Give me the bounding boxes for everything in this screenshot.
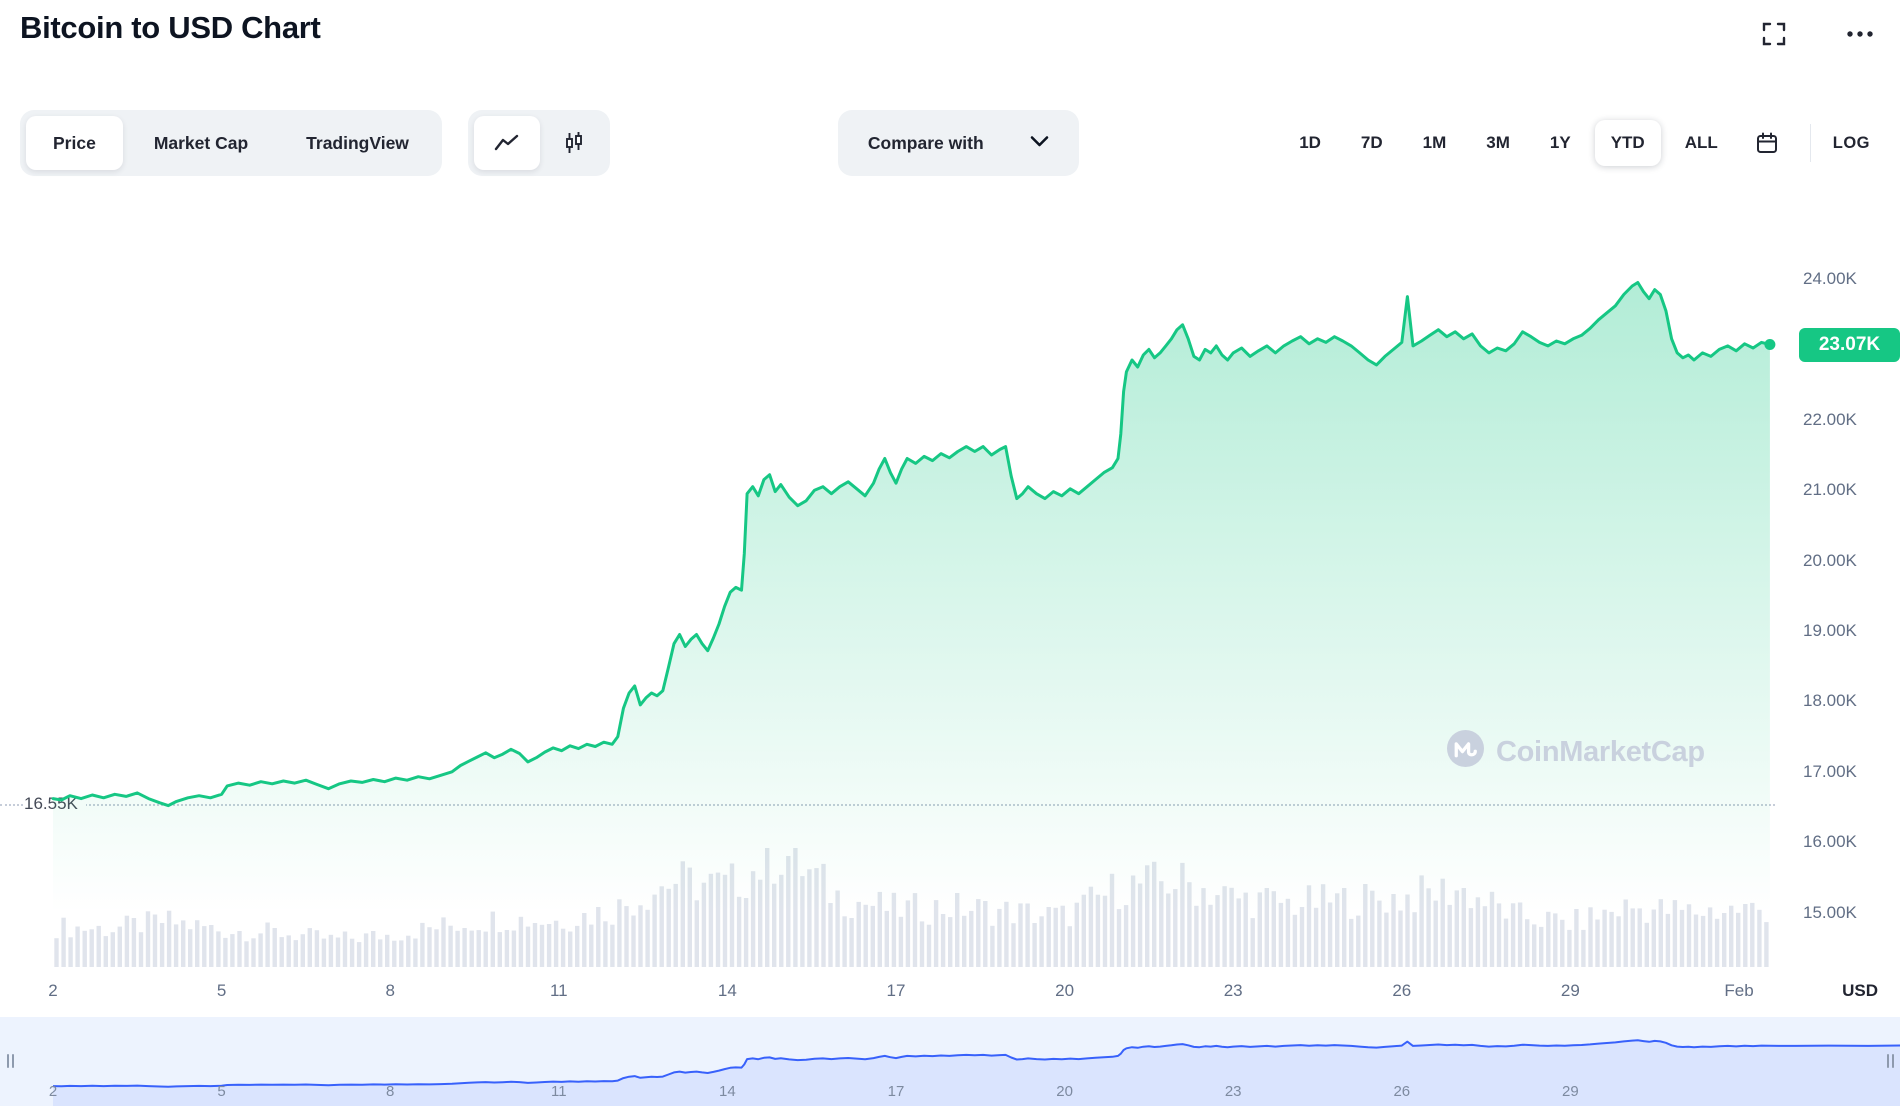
y-axis-tick-label: 24.00K [1803,269,1857,288]
y-axis-tick-label: 15.00K [1803,902,1857,922]
candlestick-chart-icon[interactable] [544,116,604,170]
last-price-badge: 23.07K [1799,327,1900,362]
tab-market-cap[interactable]: Market Cap [153,132,249,153]
chevron-down-icon [1030,134,1049,152]
range-ytd[interactable]: YTD [1594,120,1661,166]
tab-tradingview[interactable]: TradingView [306,132,409,153]
navigator-tick-label: 29 [1562,1083,1579,1100]
x-axis-tick-label: 5 [216,981,227,1000]
header: Bitcoin to USD Chart [20,10,1874,48]
watermark-text: CoinMarketCap [1496,736,1705,768]
compare-with-label: Compare with [867,132,984,153]
x-axis-labels: USD 2 5 8 11 14 17 20 23 26 29 Feb [0,978,1900,1008]
navigator-area-fill [53,1040,1900,1106]
navigator-line [52,1039,1900,1088]
chart-toolbar: Price Market Cap TradingView Compare wit… [20,110,1874,176]
price-chart[interactable] [0,238,1900,1008]
y-axis-tick-label: 21.00K [1803,480,1857,500]
price-line [51,281,1772,808]
price-chart-area: 16.55K CoinMarketCap 24.00K 22.00K 21.00K 2… [0,238,1900,1008]
navigator-chart[interactable] [0,1017,1900,1106]
date-range-selector: 1D 7D 1M 3M 1Y YTD ALL LOG [1283,120,1874,166]
calendar-icon[interactable] [1742,120,1792,166]
price-area-fill [53,282,1770,913]
y-axis-tick-label: 19.00K [1803,621,1857,640]
navigator-tick-label: 23 [1224,1083,1242,1100]
volume-bars [54,848,1769,967]
page-title: Bitcoin to USD Chart [20,10,321,45]
range-3m[interactable]: 3M [1486,133,1510,152]
header-icons [1760,20,1874,48]
x-axis-tick-label: 11 [549,981,568,1000]
range-1d[interactable]: 1D [1299,133,1321,152]
x-axis-tick-label: Feb [1724,981,1754,1000]
y-axis-tick-label: 16.00K [1803,832,1857,852]
range-navigator[interactable]: 2 5 8 11 14 17 20 23 26 29 [0,1017,1900,1106]
navigator-right-handle[interactable] [1882,1050,1898,1072]
range-7d[interactable]: 7D [1360,133,1383,152]
x-axis-tick-label: 8 [385,981,395,1000]
compare-with-dropdown[interactable]: Compare with [837,110,1079,176]
y-axis-tick-label: 22.00K [1803,409,1857,429]
navigator-tick-label: 14 [719,1083,736,1100]
x-axis-tick-label: 23 [1223,981,1243,1000]
navigator-tick-label: 8 [386,1083,395,1100]
x-axis-tick-label: 29 [1560,981,1580,1000]
last-price-dot [1764,339,1776,350]
tab-price[interactable]: Price [26,116,123,170]
fullscreen-icon[interactable] [1760,20,1788,48]
watermark: CoinMarketCap [1447,730,1705,775]
navigator-tick-label: 26 [1393,1083,1411,1100]
log-scale-toggle[interactable]: LOG [1832,133,1870,152]
navigator-tick-label: 17 [887,1083,905,1100]
toolbar-divider [1809,124,1811,162]
y-axis-tick-label: 17.00K [1803,761,1857,781]
line-chart-icon[interactable] [473,116,540,170]
y-axis-tick-label: 18.00K [1803,691,1857,711]
currency-unit-label: USD [1842,981,1878,1000]
x-axis-tick-label: 20 [1055,981,1075,1000]
range-all[interactable]: ALL [1684,133,1718,152]
range-1m[interactable]: 1M [1422,133,1447,152]
navigator-tick-label: 5 [217,1083,226,1100]
more-options-icon[interactable] [1846,30,1874,38]
x-axis-tick-label: 14 [717,981,737,1000]
x-axis-tick-label: 2 [48,981,58,1000]
x-axis-tick-label: 26 [1392,981,1412,1000]
chart-mode-tabs: Price Market Cap TradingView [20,110,442,176]
x-axis-tick-label: 17 [886,981,906,1000]
navigator-tick-label: 11 [551,1083,567,1100]
navigator-tick-label: 2 [48,1083,58,1100]
coinmarketcap-logo-icon [1447,730,1484,775]
chart-type-toggle [467,110,610,176]
navigator-tick-label: 20 [1056,1083,1073,1100]
navigator-left-handle[interactable] [2,1050,18,1072]
range-1y[interactable]: 1Y [1549,133,1571,152]
y-axis-tick-label: 20.00K [1803,550,1857,570]
